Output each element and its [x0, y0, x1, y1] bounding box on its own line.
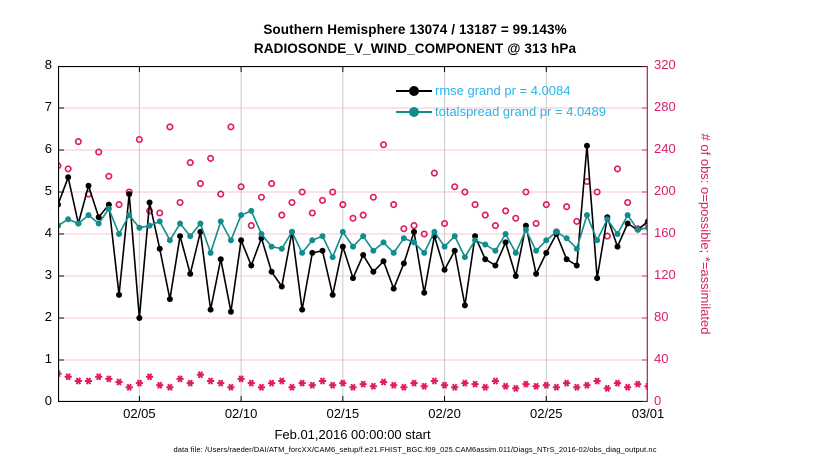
y-tick-right: 160: [654, 225, 676, 240]
chart-legend: rmse grand pr = 4.0084 totalspread grand…: [393, 78, 610, 124]
plot-area: [58, 66, 648, 402]
legend-item-rmse: rmse grand pr = 4.0084: [396, 80, 606, 101]
series-totalspread: [58, 205, 648, 261]
y-tick-left: 5: [44, 183, 52, 198]
y-tick-right: 280: [654, 99, 676, 114]
x-tick-label: 02/15: [326, 406, 360, 421]
y-tick-right: 0: [654, 393, 662, 408]
y-tick-right: 80: [654, 309, 669, 324]
chart-title: Southern Hemisphere 13074 / 13187 = 99.1…: [0, 20, 830, 58]
plot-canvas: [58, 66, 648, 402]
series-rmse: [58, 142, 648, 321]
legend-label-rmse: rmse grand pr = 4.0084: [435, 82, 571, 98]
legend-item-totalspread: totalspread grand pr = 4.0489: [396, 101, 606, 122]
title-line-2: RADIOSONDE_V_WIND_COMPONENT @ 313 hPa: [253, 41, 577, 56]
legend-label-totalspread: totalspread grand pr = 4.0489: [435, 103, 606, 119]
y-tick-right: 320: [654, 57, 676, 72]
obs-assimilated-markers: [58, 370, 648, 392]
obs-possible-markers: [58, 123, 648, 240]
y-tick-right: 240: [654, 141, 676, 156]
y-tick-left: 3: [44, 267, 52, 282]
y-tick-left: 2: [44, 309, 52, 324]
y-tick-right: 200: [654, 183, 676, 198]
y-tick-left: 1: [44, 351, 52, 366]
y-tick-left: 6: [44, 141, 52, 156]
x-axis-caption: Feb.01,2016 00:00:00 start: [274, 427, 431, 442]
title-line-1: Southern Hemisphere 13074 / 13187 = 99.1…: [263, 22, 567, 37]
x-tick-label: 02/25: [529, 406, 563, 421]
y-tick-left: 8: [44, 57, 52, 72]
data-file-note: data file: /Users/raeder/DAI/ATM_forcXX/…: [173, 445, 657, 454]
legend-marker-rmse: [396, 84, 432, 98]
x-tick-label: 02/20: [428, 406, 461, 421]
x-tick-label: 02/10: [224, 406, 258, 421]
y-tick-right: 120: [654, 267, 676, 282]
y-tick-left: 4: [44, 225, 52, 240]
y-tick-right: 40: [654, 351, 669, 366]
x-tick-label: 03/01: [631, 406, 665, 421]
y-tick-left: 0: [44, 393, 52, 408]
x-tick-label: 02/05: [123, 406, 156, 421]
y-tick-left: 7: [44, 99, 52, 114]
legend-marker-totalspread: [396, 105, 432, 119]
